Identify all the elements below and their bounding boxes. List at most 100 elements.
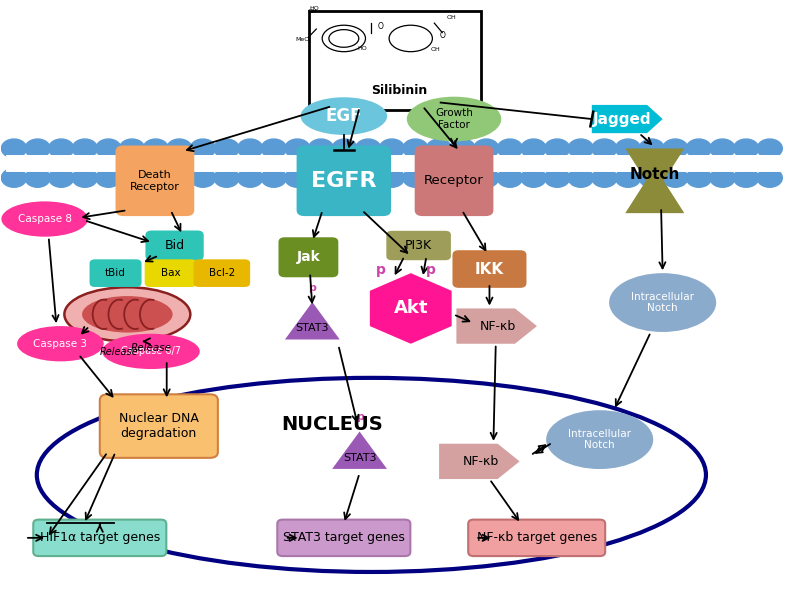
Text: Jak: Jak [296, 250, 320, 264]
Polygon shape [439, 444, 520, 479]
Circle shape [167, 168, 192, 187]
Circle shape [733, 139, 758, 158]
Circle shape [308, 168, 333, 187]
Ellipse shape [82, 296, 172, 333]
Circle shape [284, 168, 310, 187]
Circle shape [757, 139, 782, 158]
Ellipse shape [17, 326, 103, 361]
Circle shape [119, 139, 145, 158]
Polygon shape [332, 431, 387, 469]
FancyBboxPatch shape [145, 259, 197, 287]
Text: p: p [376, 264, 386, 277]
Text: tBid: tBid [105, 268, 126, 278]
Circle shape [427, 168, 452, 187]
Circle shape [568, 139, 593, 158]
Circle shape [308, 139, 333, 158]
Circle shape [284, 139, 310, 158]
Text: Receptor: Receptor [424, 174, 484, 187]
FancyBboxPatch shape [194, 259, 250, 287]
Text: HO: HO [357, 46, 367, 51]
Circle shape [49, 139, 73, 158]
Circle shape [332, 139, 357, 158]
FancyBboxPatch shape [9, 137, 781, 189]
Text: IKK: IKK [475, 262, 504, 277]
Circle shape [214, 139, 239, 158]
Circle shape [119, 168, 145, 187]
Circle shape [96, 139, 121, 158]
Circle shape [238, 168, 263, 187]
Text: Akt: Akt [393, 300, 428, 317]
Circle shape [96, 168, 121, 187]
Circle shape [190, 168, 216, 187]
Circle shape [25, 139, 51, 158]
Circle shape [2, 168, 27, 187]
Text: Caspase 8: Caspase 8 [17, 214, 72, 224]
FancyBboxPatch shape [100, 394, 218, 458]
Circle shape [544, 139, 570, 158]
Circle shape [167, 139, 192, 158]
FancyBboxPatch shape [386, 231, 451, 260]
Text: O: O [378, 22, 384, 31]
Circle shape [332, 168, 357, 187]
Ellipse shape [102, 334, 200, 369]
Circle shape [450, 168, 476, 187]
Circle shape [710, 168, 735, 187]
Polygon shape [457, 309, 537, 344]
Text: Growth
Factor: Growth Factor [435, 108, 473, 130]
Polygon shape [625, 148, 684, 213]
Circle shape [72, 168, 97, 187]
Circle shape [427, 139, 452, 158]
Circle shape [498, 139, 522, 158]
Circle shape [190, 139, 216, 158]
Text: Release: Release [130, 343, 171, 353]
Circle shape [687, 168, 712, 187]
Circle shape [403, 139, 428, 158]
Circle shape [521, 168, 546, 187]
Circle shape [379, 139, 404, 158]
Text: HIF1α target genes: HIF1α target genes [40, 531, 160, 544]
Circle shape [261, 139, 286, 158]
Ellipse shape [609, 273, 717, 332]
Circle shape [25, 168, 51, 187]
Text: O: O [439, 31, 446, 40]
Polygon shape [285, 302, 340, 339]
Text: Death
Receptor: Death Receptor [130, 170, 180, 191]
Text: NF-κb: NF-κb [462, 455, 498, 468]
Circle shape [356, 168, 381, 187]
FancyBboxPatch shape [115, 145, 194, 216]
FancyBboxPatch shape [279, 237, 338, 277]
Polygon shape [592, 105, 663, 133]
Ellipse shape [64, 287, 190, 342]
Text: STAT3: STAT3 [343, 453, 376, 463]
Text: OH: OH [447, 15, 457, 20]
Circle shape [592, 168, 617, 187]
Ellipse shape [407, 97, 502, 141]
Text: Nuclear DNA
degradation: Nuclear DNA degradation [119, 412, 199, 440]
Circle shape [757, 168, 782, 187]
Text: OH: OH [307, 9, 318, 14]
Ellipse shape [300, 98, 387, 135]
Circle shape [2, 139, 27, 158]
FancyBboxPatch shape [415, 145, 494, 216]
Text: Notch: Notch [630, 167, 680, 182]
FancyBboxPatch shape [296, 145, 391, 216]
Text: Jagged: Jagged [593, 112, 652, 126]
Text: MeO: MeO [295, 37, 309, 42]
Circle shape [498, 168, 522, 187]
Circle shape [474, 168, 499, 187]
Circle shape [521, 139, 546, 158]
Circle shape [615, 168, 641, 187]
Circle shape [214, 168, 239, 187]
Circle shape [639, 139, 664, 158]
Circle shape [615, 139, 641, 158]
FancyBboxPatch shape [145, 230, 204, 261]
Circle shape [379, 168, 404, 187]
Ellipse shape [2, 202, 88, 236]
Text: STAT3: STAT3 [295, 323, 329, 333]
Text: Caspase 6/7: Caspase 6/7 [121, 346, 181, 356]
Circle shape [356, 139, 381, 158]
Text: EGFR: EGFR [311, 171, 377, 191]
Circle shape [143, 139, 168, 158]
Text: p: p [356, 412, 363, 422]
FancyBboxPatch shape [33, 519, 167, 556]
